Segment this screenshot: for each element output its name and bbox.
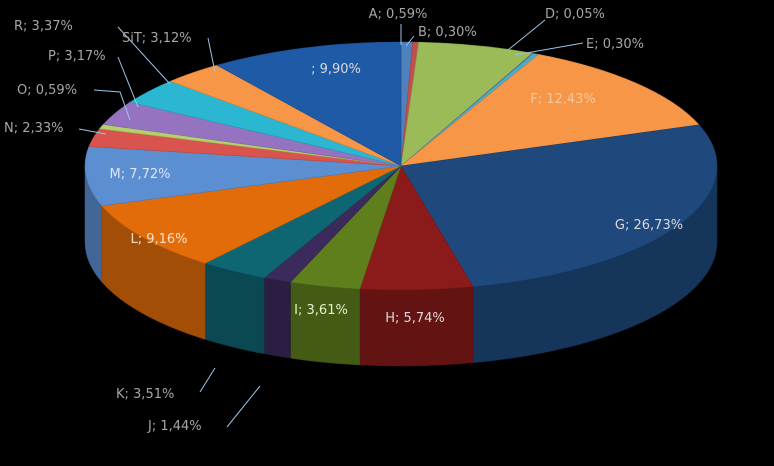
label-f: F; 12,43% — [530, 92, 596, 107]
leader-line-n — [78, 128, 107, 135]
leader-lines — [78, 19, 584, 428]
label-l: L; 9,16% — [130, 232, 187, 247]
pie-sides — [84, 165, 718, 367]
leader-line-d — [507, 19, 546, 51]
leader-line-k — [199, 367, 216, 393]
slice-side-k — [204, 262, 265, 355]
label-i: I; 3,61% — [294, 303, 348, 318]
slice-f[interactable] — [399, 54, 700, 167]
label-k: K; 3,51% — [116, 387, 174, 402]
leader-line-o — [93, 89, 131, 121]
leader-line-j — [226, 385, 261, 428]
label-d: D; 0,05% — [545, 7, 605, 22]
pie-tops — [84, 41, 718, 291]
label-unlabeled-18: ; 9,90% — [311, 62, 361, 77]
data-labels: A; 0,59% B; 0,30% C; 5,94% D; 0,05% E; 0,30%… — [4, 7, 683, 434]
label-m: M; 7,72% — [109, 167, 170, 182]
label-n: N; 2,33% — [4, 121, 64, 136]
slice-side-i — [290, 281, 361, 366]
label-g: G; 26,73% — [615, 218, 683, 233]
label-c: C; 5,94% — [418, 62, 477, 77]
label-j: J; 1,44% — [147, 419, 202, 434]
leader-line-r — [117, 26, 171, 85]
slice-unlabeled-18[interactable] — [216, 41, 402, 167]
leader-line-p — [117, 56, 139, 108]
label-r: R; 3,37% — [14, 19, 73, 34]
leader-line-sit — [207, 37, 216, 73]
label-a: A; 0,59% — [369, 7, 428, 22]
label-o: O; 0,59% — [17, 83, 77, 98]
slice-l[interactable] — [101, 165, 402, 264]
leader-line-e — [514, 42, 584, 56]
label-h: H; 5,74% — [385, 311, 445, 326]
leader-line-b — [405, 35, 415, 47]
label-p: P; 3,17% — [48, 49, 106, 64]
slice-side-j — [263, 277, 291, 359]
label-b: B; 0,30% — [418, 25, 477, 40]
label-sit: SiT; 3,12% — [122, 31, 192, 46]
slice-g[interactable] — [400, 124, 718, 288]
label-e: E; 0,30% — [586, 37, 644, 52]
slice-side-h — [359, 286, 474, 367]
